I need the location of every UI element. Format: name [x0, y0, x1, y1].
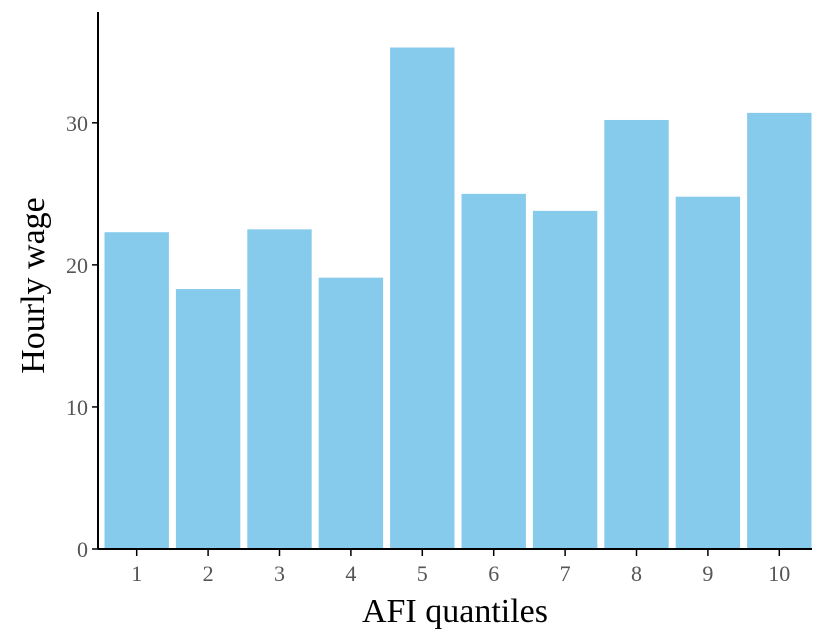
- bar-8: [604, 119, 669, 549]
- x-tick-label: 5: [417, 561, 428, 586]
- x-tick-label: 10: [768, 561, 790, 586]
- bars-group: [104, 47, 812, 550]
- x-tick-label: 2: [203, 561, 214, 586]
- y-tick-label: 20: [66, 253, 88, 278]
- x-tick-label: 4: [345, 561, 356, 586]
- x-tick-label: 6: [488, 561, 499, 586]
- bar-1: [104, 232, 169, 549]
- y-tick-label: 10: [66, 395, 88, 420]
- bar-2: [175, 289, 241, 549]
- bar-10: [747, 112, 812, 549]
- bar-4: [318, 277, 384, 549]
- bar-9: [675, 196, 741, 549]
- x-tick-label: 3: [274, 561, 285, 586]
- x-tick-label: 9: [702, 561, 713, 586]
- bar-5: [390, 47, 455, 550]
- x-axis-title: AFI quantiles: [362, 593, 548, 630]
- bar-3: [247, 229, 312, 549]
- bar-7: [532, 210, 598, 549]
- y-tick-label: 0: [77, 537, 88, 562]
- x-tick-label: 7: [560, 561, 571, 586]
- x-axis-ticks: 1 2 3 4 5 6 7 8 9 10: [131, 549, 790, 586]
- x-tick-label: 8: [631, 561, 642, 586]
- x-tick-label: 1: [131, 561, 142, 586]
- y-tick-label: 30: [66, 111, 88, 136]
- y-axis-ticks: 0 10 20 30: [66, 111, 98, 562]
- bar-6: [461, 193, 526, 550]
- y-axis-title: Hourly wage: [15, 197, 52, 374]
